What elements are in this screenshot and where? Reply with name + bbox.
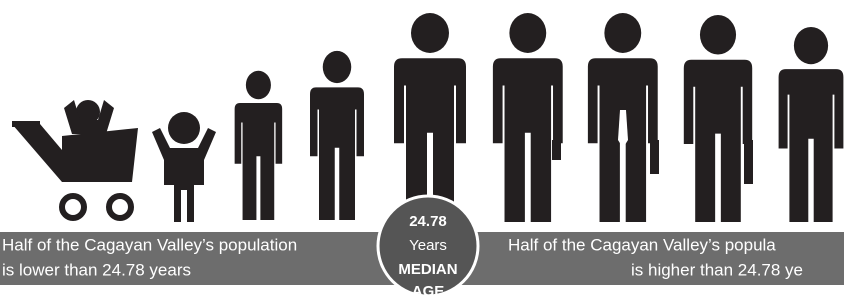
- briefcase: [744, 140, 753, 184]
- adult: [493, 13, 563, 222]
- adult: [394, 13, 466, 222]
- right-line2: is higher than 24.78 ye: [631, 260, 803, 279]
- median-label: MEDIAN: [398, 261, 457, 278]
- briefcase: [552, 140, 561, 160]
- elder: [779, 27, 844, 222]
- figures: [12, 13, 843, 222]
- teen: [310, 51, 364, 220]
- median-value: 24.78: [409, 213, 447, 230]
- stroller: [12, 100, 138, 218]
- left-line2: is lower than 24.78 years: [2, 260, 191, 279]
- adult: [684, 15, 752, 222]
- median-unit: Years: [409, 237, 447, 254]
- right-line1: Half of the Cagayan Valley’s popula: [508, 235, 776, 254]
- toddler: [152, 112, 216, 222]
- infographic: Half of the Cagayan Valley’s population …: [0, 0, 844, 302]
- child: [235, 71, 283, 220]
- left-line1: Half of the Cagayan Valley’s population: [2, 235, 297, 254]
- median-label: AGE: [412, 283, 445, 300]
- briefcase: [650, 140, 659, 174]
